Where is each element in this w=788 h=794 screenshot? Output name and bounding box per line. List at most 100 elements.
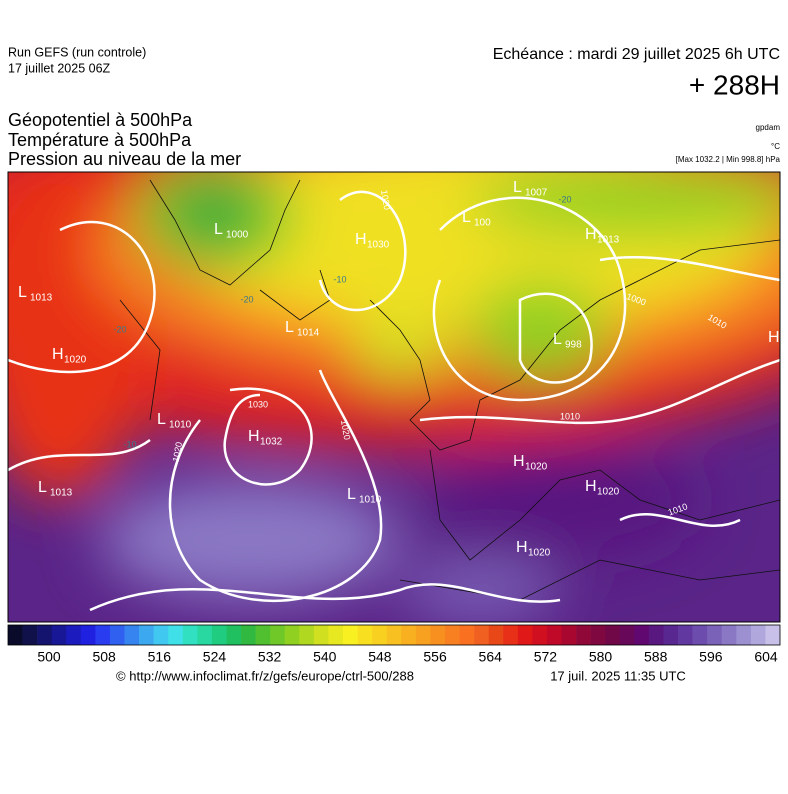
valid-time: Echéance : mardi 29 juillet 2025 6h UTC xyxy=(493,46,780,63)
isobar-label: 1020 xyxy=(379,189,392,210)
pressure-center-symbol: L xyxy=(38,479,47,496)
pressure-center-value: 1020 xyxy=(597,487,620,498)
colorbar-swatch xyxy=(168,625,184,645)
colorbar-swatch xyxy=(692,625,708,645)
colorbar-swatch xyxy=(430,625,446,645)
colorbar-tick-label: 540 xyxy=(313,649,337,665)
isotherm-label: -10 xyxy=(333,274,346,284)
colorbar-tick-label: 500 xyxy=(37,649,61,665)
colorbar-swatch xyxy=(328,625,344,645)
pressure-center-symbol: H xyxy=(768,329,780,346)
colorbar-swatch xyxy=(503,625,519,645)
colorbar-swatch xyxy=(663,625,679,645)
colorbar-swatch xyxy=(109,625,125,645)
colorbar-swatch xyxy=(255,625,271,645)
isotherm-label: -20 xyxy=(113,324,126,334)
colorbar-tick-label: 580 xyxy=(589,649,613,665)
colorbar-swatch xyxy=(343,625,358,645)
pressure-center-symbol: L xyxy=(553,331,562,348)
colorbar-swatch xyxy=(561,625,577,645)
colorbar-tick-label: 556 xyxy=(423,649,447,665)
pressure-center-value: 100 xyxy=(474,218,491,229)
pressure-center-symbol: L xyxy=(157,411,166,428)
colorbar-swatch xyxy=(124,625,140,645)
colorbar-frame xyxy=(7,624,781,646)
pressure-center-value: 1020 xyxy=(525,462,548,473)
colorbar-swatch xyxy=(153,625,169,645)
colorbar-swatch xyxy=(372,625,388,645)
pressure-center-symbol: L xyxy=(462,209,471,226)
colorbar-swatch xyxy=(22,625,38,645)
colorbar-swatch xyxy=(605,625,621,645)
colorbar-tick-label: 524 xyxy=(203,649,227,665)
generated-time: 17 juil. 2025 11:35 UTC xyxy=(550,668,686,683)
unit-label: gpdam xyxy=(756,123,781,132)
pressure-center-value: 1030 xyxy=(367,240,390,251)
colorbar-swatch xyxy=(576,625,591,645)
colorbar-swatch xyxy=(707,625,723,645)
colorbar-swatch xyxy=(532,625,548,645)
colorbar-swatch xyxy=(211,625,227,645)
colorbar-tick-label: 532 xyxy=(258,649,282,665)
map-frame xyxy=(7,171,781,623)
colorbar-swatch xyxy=(226,625,242,645)
pressure-center-value: 1010 xyxy=(169,420,192,431)
pressure-center-symbol: L xyxy=(513,179,522,196)
colorbar-swatch xyxy=(444,625,460,645)
colorbar-swatch xyxy=(459,625,475,645)
colorbar-swatch xyxy=(678,625,693,645)
source: © http://www.infoclimat.fr/z/gefs/europe… xyxy=(116,668,414,683)
colorbar-swatch xyxy=(619,625,635,645)
title: Température à 500hPa xyxy=(8,130,192,150)
pressure-center-value: 1000 xyxy=(226,230,249,241)
colorbar-swatch xyxy=(182,625,198,645)
pressure-center-symbol: H xyxy=(516,539,528,556)
pressure-center-symbol: H xyxy=(248,428,260,445)
colorbar-swatch xyxy=(284,625,300,645)
pressure-center-value: 1020 xyxy=(528,548,551,559)
pressure-center-symbol: L xyxy=(285,319,294,336)
isobar-label: 1020 xyxy=(339,419,352,440)
colorbar-swatch xyxy=(488,625,504,645)
colorbar-swatch xyxy=(765,625,781,645)
title: Pression au niveau de la mer xyxy=(8,149,241,169)
pressure-center-symbol: H xyxy=(52,346,64,363)
map xyxy=(8,172,780,622)
colorbar-swatch xyxy=(415,625,431,645)
colorbar-tick-label: 596 xyxy=(699,649,723,665)
colorbar-tick-label: 588 xyxy=(644,649,668,665)
colorbar-swatch xyxy=(139,625,154,645)
colorbar-swatch xyxy=(721,625,737,645)
pressure-center-value: 1020 xyxy=(64,355,87,366)
pressure-center-symbol: L xyxy=(347,486,356,503)
pressure-center-value: 1013 xyxy=(30,293,53,304)
pressure-center-symbol: H xyxy=(513,453,525,470)
pressure-center-value: 1010 xyxy=(359,495,382,506)
colorbar-swatch xyxy=(95,625,111,645)
pressure-center-symbol: L xyxy=(18,284,27,301)
colorbar-swatch xyxy=(37,625,52,645)
pressure-center-value: 1013 xyxy=(597,235,620,246)
pressure-center-value: 1032 xyxy=(260,437,283,448)
colorbar-swatch xyxy=(197,625,213,645)
pressure-center-value: 1007 xyxy=(525,188,548,199)
isotherm-label: -20 xyxy=(558,194,571,204)
colorbar-tick-label: 548 xyxy=(368,649,392,665)
colorbar-swatch xyxy=(66,625,82,645)
pressure-center-symbol: H xyxy=(585,226,597,243)
pressure-center-symbol: L xyxy=(214,221,223,238)
colorbar-swatch xyxy=(299,625,315,645)
colorbar-swatch xyxy=(401,625,417,645)
colorbar-tick-label: 564 xyxy=(479,649,503,665)
run-label: Run GEFS (run controle) xyxy=(8,45,146,59)
colorbar-swatch xyxy=(313,625,329,645)
colorbar-tick-label: 508 xyxy=(92,649,116,665)
isotherm-label: -20 xyxy=(240,294,253,304)
colorbar-swatch xyxy=(357,625,373,645)
pressure-center-symbol: H xyxy=(585,478,597,495)
isotherm-label: -10 xyxy=(123,439,136,449)
lead-time: + 288H xyxy=(689,69,780,100)
pressure-center-symbol: H xyxy=(355,231,367,248)
unit-label: °C xyxy=(771,142,780,151)
colorbar-swatch xyxy=(634,625,650,645)
